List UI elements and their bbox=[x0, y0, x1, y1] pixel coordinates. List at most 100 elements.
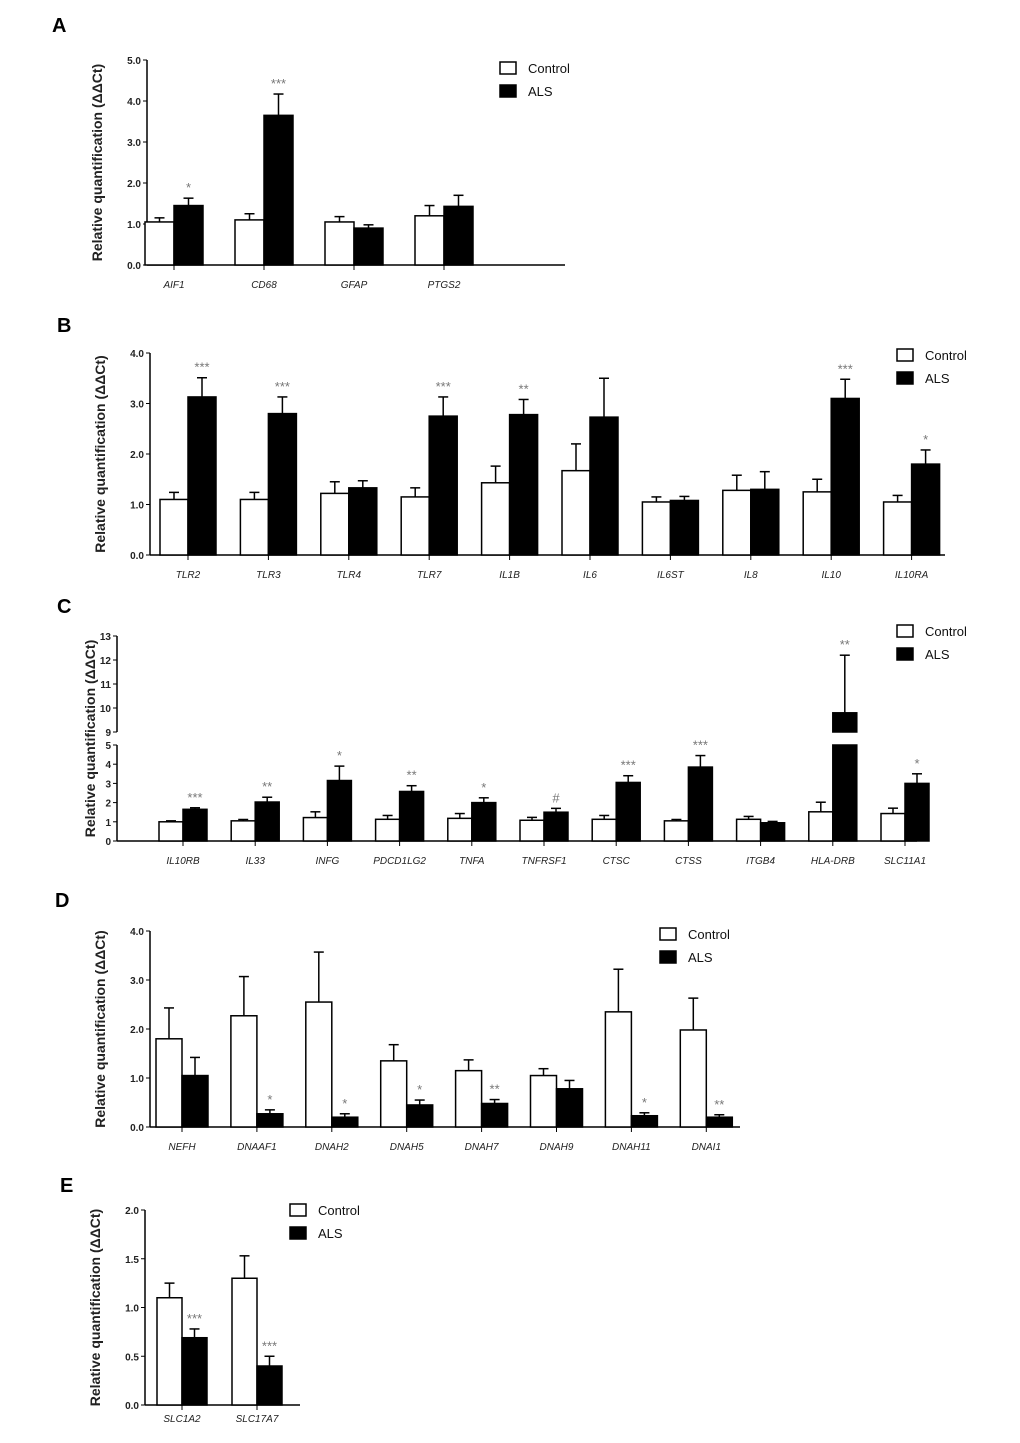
x-tick-label: IL10RA bbox=[895, 570, 929, 581]
significance-mark: *** bbox=[275, 379, 290, 394]
x-tick-label: PTGS2 bbox=[428, 280, 461, 291]
bar-als bbox=[615, 781, 641, 842]
x-tick-label: IL6ST bbox=[657, 570, 685, 581]
x-tick-label: DNAAF1 bbox=[237, 1142, 276, 1153]
significance-mark: * bbox=[481, 780, 486, 795]
bar-als bbox=[173, 204, 204, 266]
bar-als bbox=[181, 1074, 209, 1128]
bar-als bbox=[348, 487, 378, 556]
x-tick-label: SLC17A7 bbox=[236, 1414, 279, 1425]
y-tick-label: 2 bbox=[105, 799, 111, 810]
bar-als bbox=[267, 412, 298, 556]
x-tick-label: GFAP bbox=[341, 280, 368, 291]
bar-als bbox=[555, 1088, 584, 1128]
x-tick-label: HLA-DRB bbox=[811, 856, 855, 867]
y-tick-label: 4.0 bbox=[130, 349, 144, 360]
significance-mark: *** bbox=[187, 790, 202, 805]
legend-swatch-als bbox=[659, 950, 677, 964]
bar-als bbox=[182, 808, 208, 842]
bar-control bbox=[156, 1297, 183, 1406]
bar-als bbox=[759, 822, 786, 842]
bar-als bbox=[669, 499, 700, 556]
panel-label: A bbox=[52, 15, 66, 37]
bar-control bbox=[305, 1001, 333, 1128]
legend-label-control: Control bbox=[318, 1203, 360, 1218]
significance-mark: * bbox=[923, 432, 928, 447]
y-tick-label: 1.0 bbox=[130, 1074, 144, 1085]
bar-control bbox=[591, 818, 617, 842]
legend-swatch-als bbox=[896, 647, 914, 661]
bar-als bbox=[428, 415, 458, 556]
bar-als bbox=[910, 463, 941, 556]
bar-als bbox=[263, 114, 294, 266]
bar-control bbox=[239, 498, 270, 556]
significance-mark: ** bbox=[714, 1097, 724, 1112]
x-tick-label: TLR2 bbox=[176, 570, 201, 581]
bar-control bbox=[722, 489, 752, 556]
y-tick-label: 2.0 bbox=[127, 179, 141, 190]
bar-control bbox=[679, 1029, 708, 1128]
bar-control bbox=[414, 215, 445, 266]
y-tick-label: 9 bbox=[105, 728, 111, 739]
y-tick-label: 1 bbox=[105, 818, 111, 829]
y-tick-label: 0.0 bbox=[125, 1401, 139, 1412]
bar-control bbox=[604, 1011, 633, 1128]
bar-control bbox=[882, 501, 913, 556]
x-tick-label: CTSS bbox=[675, 856, 702, 867]
y-tick-label: 2.0 bbox=[130, 450, 144, 461]
x-tick-label: IL6 bbox=[583, 570, 597, 581]
y-tick-label: 2.0 bbox=[125, 1206, 139, 1217]
x-tick-label: TNFRSF1 bbox=[522, 856, 567, 867]
y-tick-label: 1.0 bbox=[125, 1304, 139, 1315]
bar-control bbox=[519, 819, 545, 842]
x-tick-label: NEFH bbox=[168, 1142, 196, 1153]
significance-mark: ** bbox=[490, 1082, 500, 1097]
x-tick-label: AIF1 bbox=[162, 280, 184, 291]
significance-mark: # bbox=[552, 790, 560, 805]
significance-mark: * bbox=[342, 1096, 347, 1111]
x-tick-label: IL10RB bbox=[166, 856, 200, 867]
x-tick-label: IL33 bbox=[245, 856, 265, 867]
y-tick-label: 12 bbox=[100, 656, 112, 667]
bar-control bbox=[324, 221, 355, 266]
significance-mark: * bbox=[417, 1082, 422, 1097]
x-tick-label: INFG bbox=[315, 856, 339, 867]
bar-control bbox=[374, 818, 401, 842]
significance-mark: ** bbox=[262, 779, 272, 794]
significance-mark: ** bbox=[407, 768, 417, 783]
x-tick-label: IL1B bbox=[499, 570, 520, 581]
legend-label-control: Control bbox=[925, 624, 967, 639]
bar-als bbox=[589, 416, 619, 556]
bar-control bbox=[231, 1277, 258, 1406]
x-tick-label: IL10 bbox=[821, 570, 841, 581]
bar-control bbox=[400, 496, 430, 556]
significance-mark: ** bbox=[840, 637, 850, 652]
x-tick-label: DNAH9 bbox=[540, 1142, 574, 1153]
significance-mark: *** bbox=[693, 738, 708, 753]
bar-control bbox=[735, 818, 762, 842]
x-tick-label: ITGB4 bbox=[746, 856, 775, 867]
legend-swatch-control bbox=[659, 927, 677, 941]
y-tick-label: 10 bbox=[100, 704, 112, 715]
legend-label-control: Control bbox=[925, 348, 967, 363]
x-tick-label: DNAH5 bbox=[390, 1142, 424, 1153]
legend-label-als: ALS bbox=[688, 950, 713, 965]
y-tick-label: 2.0 bbox=[130, 1025, 144, 1036]
y-tick-label: 0 bbox=[105, 837, 111, 848]
significance-mark: * bbox=[914, 756, 919, 771]
bar-control bbox=[561, 469, 591, 556]
bar-control bbox=[663, 820, 690, 842]
panel-label: D bbox=[55, 890, 69, 912]
y-tick-label: 0.0 bbox=[127, 261, 141, 272]
panel-label: C bbox=[57, 596, 71, 618]
bar-control bbox=[320, 492, 350, 556]
legend-label-als: ALS bbox=[318, 1226, 343, 1241]
bar-als bbox=[687, 766, 714, 842]
bar-als bbox=[331, 1116, 359, 1128]
y-tick-label: 5 bbox=[105, 741, 111, 752]
x-tick-label: CTSC bbox=[603, 856, 631, 867]
legend-label-als: ALS bbox=[925, 371, 950, 386]
legend-swatch-als bbox=[896, 371, 914, 385]
y-axis-label: Relative quantification (ΔΔCt) bbox=[92, 930, 108, 1127]
